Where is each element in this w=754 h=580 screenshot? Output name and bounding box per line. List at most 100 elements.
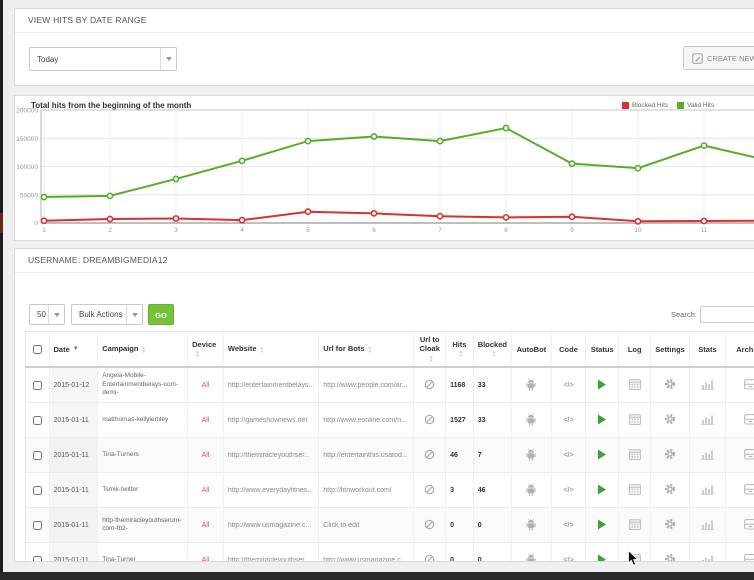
autobot-android-icon[interactable]	[525, 482, 537, 496]
row-checkbox[interactable]	[32, 415, 42, 425]
stats-chart-icon[interactable]	[700, 519, 714, 530]
cell-website[interactable]: http://themiracleyouthser...	[223, 437, 320, 473]
log-calendar-icon[interactable]	[628, 413, 641, 425]
cloak-icon[interactable]	[424, 554, 435, 561]
device-link[interactable]: All	[201, 486, 210, 494]
go-button[interactable]: GO	[148, 304, 174, 325]
autobot-android-icon[interactable]	[525, 377, 537, 391]
code-icon[interactable]: </>	[563, 486, 574, 494]
code-icon[interactable]: </>	[563, 416, 574, 424]
stats-chart-icon[interactable]	[700, 414, 714, 425]
stats-chart-icon[interactable]	[700, 484, 714, 495]
settings-gear-icon[interactable]	[664, 448, 676, 460]
window-left-edge	[0, 0, 3, 580]
col-header-hits[interactable]: Hits ▲ ▼	[445, 331, 474, 368]
log-calendar-icon[interactable]	[628, 483, 641, 495]
cell-stats	[689, 472, 727, 508]
cloak-icon[interactable]	[424, 519, 435, 530]
cell-website[interactable]: http://gameshownews.net	[223, 402, 320, 438]
status-play-icon[interactable]	[597, 484, 607, 495]
status-play-icon[interactable]	[597, 449, 607, 460]
sort-desc-icon: ▼	[72, 345, 79, 352]
col-header-url_to_cloak[interactable]: Url to Cloak ▲ ▼	[413, 331, 447, 368]
autobot-android-icon[interactable]	[525, 552, 537, 561]
cell-select	[25, 472, 50, 508]
row-checkbox[interactable]	[32, 380, 42, 390]
archive-icon[interactable]	[743, 448, 754, 460]
code-icon[interactable]: </>	[563, 521, 574, 529]
stats-chart-icon[interactable]	[700, 379, 714, 390]
cloak-icon[interactable]	[424, 414, 435, 425]
device-link[interactable]: All	[201, 451, 210, 459]
settings-gear-icon[interactable]	[664, 518, 676, 530]
page-size-select[interactable]: 50	[29, 304, 65, 325]
cloak-icon[interactable]	[424, 484, 435, 495]
log-calendar-icon[interactable]	[628, 378, 641, 390]
device-link[interactable]: All	[201, 416, 210, 424]
row-checkbox[interactable]	[32, 450, 42, 460]
cell-website[interactable]: http://themiracleyouthser...	[223, 542, 320, 561]
col-header-label: Url for Bots	[323, 344, 365, 354]
device-link[interactable]: All	[201, 556, 210, 562]
code-icon[interactable]: </>	[563, 381, 574, 389]
stats-chart-icon[interactable]	[701, 554, 714, 561]
cell-url-for-bots[interactable]: http://entertainthis.usatod...	[318, 437, 415, 473]
cloak-icon[interactable]	[424, 379, 435, 390]
archive-icon[interactable]	[743, 553, 754, 561]
cell-url-to-cloak	[413, 437, 447, 473]
cell-website[interactable]: http://www.usmagazine.c...	[223, 507, 320, 543]
table-header-row: Date ▼ Campaign ▲ ▼ Device ▲ ▼ Website ▲ ▼ Url for …	[25, 331, 754, 368]
search-input[interactable]	[700, 306, 754, 323]
cell-url-for-bots[interactable]: http://www.eonline.com/n...	[318, 402, 415, 438]
archive-icon[interactable]	[743, 413, 754, 425]
cell-code: </>	[551, 437, 587, 473]
cell-website[interactable]: http://www.everydayfitnes...	[223, 472, 320, 508]
hits-chart-panel: Total hits from the beginning of the mon…	[14, 95, 754, 241]
cell-status	[585, 366, 620, 403]
cell-status	[585, 402, 620, 438]
select-all-checkbox[interactable]	[32, 344, 42, 354]
cell-url-for-bots[interactable]: http://fitnworkout.com/	[318, 472, 415, 508]
status-play-icon[interactable]	[597, 519, 607, 530]
archive-icon[interactable]	[743, 378, 754, 390]
bulk-actions-select[interactable]: Bulk Actions	[71, 304, 143, 325]
status-play-icon[interactable]	[597, 379, 607, 390]
cell-hits: 46	[445, 437, 474, 473]
col-header-blocked[interactable]: Blocked ▲ ▼	[473, 331, 512, 368]
code-icon[interactable]: </>	[563, 556, 574, 562]
settings-gear-icon[interactable]	[664, 483, 676, 495]
code-icon[interactable]: </>	[563, 451, 574, 459]
row-checkbox[interactable]	[32, 555, 42, 561]
row-checkbox[interactable]	[32, 520, 42, 530]
stats-chart-icon[interactable]	[700, 449, 714, 460]
svg-text:2: 2	[108, 227, 112, 234]
cell-log	[618, 402, 652, 438]
settings-gear-icon[interactable]	[664, 553, 676, 561]
cell-url-for-bots[interactable]: http://www.people.com/ar...	[318, 366, 415, 403]
autobot-android-icon[interactable]	[525, 447, 537, 461]
col-header-campaign[interactable]: Campaign ▲ ▼	[97, 331, 189, 368]
cell-url-for-bots[interactable]: Click to edit	[318, 507, 415, 543]
cloak-icon[interactable]	[424, 449, 435, 460]
row-checkbox[interactable]	[32, 485, 42, 495]
status-play-icon[interactable]	[597, 554, 607, 561]
log-calendar-icon[interactable]	[628, 448, 641, 460]
settings-gear-icon[interactable]	[664, 413, 676, 425]
autobot-android-icon[interactable]	[525, 412, 537, 426]
device-link[interactable]: All	[201, 521, 210, 529]
device-link[interactable]: All	[201, 381, 210, 389]
archive-icon[interactable]	[743, 518, 754, 530]
col-header-website[interactable]: Website ▲ ▼	[223, 331, 320, 368]
archive-icon[interactable]	[743, 483, 754, 495]
settings-gear-icon[interactable]	[664, 378, 676, 390]
autobot-android-icon[interactable]	[525, 517, 537, 531]
date-range-select[interactable]: Today	[29, 47, 177, 71]
cell-website[interactable]: http://entertainmentbelays...	[223, 366, 320, 403]
create-new-campaign-button[interactable]: CREATE NEW CAMPAIGN	[683, 46, 754, 70]
col-header-date[interactable]: Date ▼	[49, 331, 99, 368]
col-header-device[interactable]: Device ▲ ▼	[187, 331, 224, 368]
cell-url-for-bots[interactable]: http://www.usmagazine.c...	[318, 542, 415, 561]
col-header-url_for_bots[interactable]: Url for Bots ▲ ▼	[318, 331, 415, 368]
status-play-icon[interactable]	[597, 414, 607, 425]
log-calendar-icon[interactable]	[628, 518, 641, 530]
